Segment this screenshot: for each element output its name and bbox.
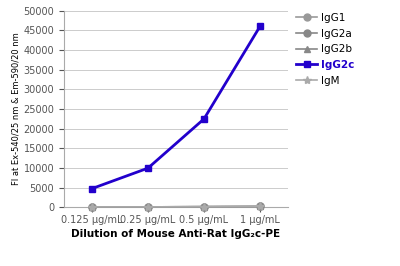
- Y-axis label: Fl at Ex-540/25 nm & Em-590/20 nm: Fl at Ex-540/25 nm & Em-590/20 nm: [12, 33, 21, 185]
- Legend: IgG1, IgG2a, IgG2b, IgG2c, IgM: IgG1, IgG2a, IgG2b, IgG2c, IgM: [296, 12, 356, 87]
- X-axis label: Dilution of Mouse Anti-Rat IgG₂c-PE: Dilution of Mouse Anti-Rat IgG₂c-PE: [72, 229, 280, 239]
